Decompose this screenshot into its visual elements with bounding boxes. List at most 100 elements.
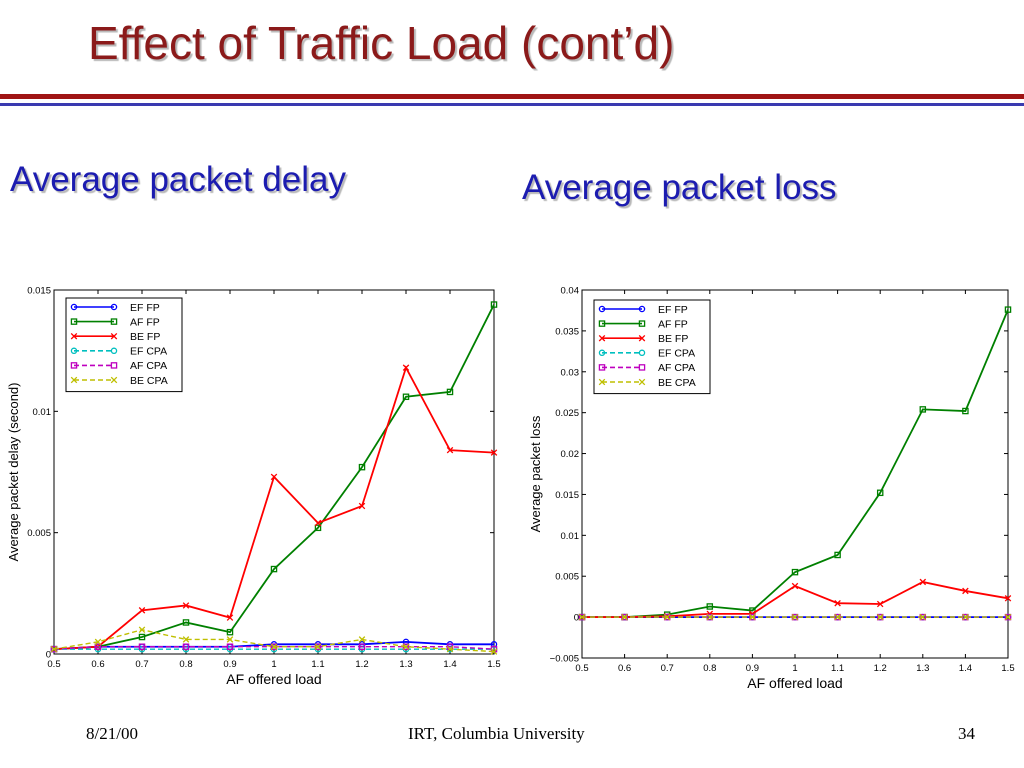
y-tick-label: −0.005 bbox=[550, 654, 579, 665]
legend-marker-ef-cpa bbox=[638, 349, 646, 357]
data-point-be-cpa bbox=[314, 643, 322, 650]
slide-title: Effect of Traffic Load (cont’d) bbox=[88, 17, 675, 69]
data-point-be-cpa bbox=[94, 638, 102, 646]
x-tick-label: 0.5 bbox=[575, 663, 588, 674]
series-be-cpa bbox=[578, 613, 1012, 621]
legend-marker-be-cpa bbox=[638, 378, 646, 386]
legend-label-af-fp: AF FP bbox=[658, 318, 688, 330]
legend-label-be-cpa: BE CPA bbox=[130, 375, 168, 387]
legend-marker-be-fp bbox=[70, 332, 78, 340]
legend-label-af-cpa: AF CPA bbox=[130, 360, 167, 372]
data-point-be-fp bbox=[226, 614, 234, 621]
legend-marker-ef-fp bbox=[70, 303, 78, 311]
legend-marker-be-cpa bbox=[110, 376, 118, 384]
series-be-cpa bbox=[50, 626, 498, 655]
data-point-be-cpa bbox=[876, 613, 884, 621]
delay-chart: 0.5 0.6 0.7 0.8 0.9 1 1.1 1.2 1.3 1.4 1.5 0 0.005 0.0… bbox=[6, 286, 501, 688]
data-point-be-cpa bbox=[50, 645, 58, 653]
legend-marker-ef-fp bbox=[598, 305, 606, 313]
loss-chart: 0.5 0.6 0.7 0.8 0.9 1 1.1 1.2 1.3 1.4 1.5 −0.005 0 0.… bbox=[528, 286, 1015, 692]
data-point-be-fp bbox=[919, 578, 927, 586]
data-point-be-cpa bbox=[138, 626, 146, 633]
x-tick-label: 1.3 bbox=[916, 663, 929, 674]
legend-marker-be-fp bbox=[110, 332, 118, 340]
data-point-be-cpa bbox=[919, 613, 927, 621]
x-tick-label: 1.2 bbox=[355, 659, 368, 670]
data-point-be-cpa bbox=[749, 613, 756, 621]
legend-marker-be-fp bbox=[638, 334, 646, 342]
legend-marker-be-cpa bbox=[70, 376, 78, 384]
data-point-be-fp bbox=[314, 519, 322, 527]
data-point-be-fp bbox=[876, 600, 884, 608]
legend-label-be-cpa: BE CPA bbox=[658, 377, 696, 389]
data-point-be-cpa bbox=[578, 613, 586, 621]
y-axis-label: Average packet delay (second) bbox=[6, 383, 21, 562]
legend-marker-af-cpa bbox=[598, 364, 606, 371]
legend-box bbox=[593, 299, 711, 395]
data-point-af-cpa bbox=[358, 643, 366, 650]
legend-marker-af-fp bbox=[638, 320, 646, 327]
legend: EF FP AF FP BE FP EF CPA AF CPA BE CPA bbox=[593, 299, 711, 395]
legend: EF FP AF FP BE FP EF CPA AF CPA BE CPA bbox=[65, 297, 183, 393]
legend-label-af-cpa: AF CPA bbox=[658, 362, 695, 374]
x-tick-label: 0.8 bbox=[179, 659, 192, 670]
legend-marker-be-cpa bbox=[598, 378, 606, 386]
y-tick-label: 0.015 bbox=[27, 286, 51, 297]
legend-marker-ef-cpa bbox=[70, 347, 78, 355]
legend-label-ef-fp: EF FP bbox=[658, 304, 688, 316]
legend-marker-ef-cpa bbox=[110, 347, 118, 355]
y-axis-label: Average packet loss bbox=[528, 415, 543, 532]
x-tick-label: 1.4 bbox=[443, 659, 456, 670]
data-point-af-fp bbox=[919, 406, 927, 413]
data-point-af-fp bbox=[182, 619, 190, 626]
y-tick-label: 0.035 bbox=[555, 326, 579, 337]
data-point-af-cpa bbox=[138, 643, 146, 650]
x-tick-label: 0.7 bbox=[661, 663, 674, 674]
data-point-be-fp bbox=[138, 607, 146, 614]
data-point-be-cpa bbox=[446, 645, 454, 653]
x-tick-label: 1.1 bbox=[311, 659, 324, 670]
data-point-be-fp bbox=[358, 502, 366, 510]
series-line-be-cpa bbox=[53, 629, 495, 653]
data-point-af-fp bbox=[226, 628, 234, 636]
data-point-be-cpa bbox=[182, 636, 190, 643]
legend-marker-af-fp bbox=[70, 318, 78, 325]
data-point-be-fp bbox=[1004, 595, 1012, 602]
data-point-be-cpa bbox=[490, 648, 498, 655]
data-point-af-fp bbox=[314, 524, 322, 532]
y-tick-label: 0.04 bbox=[561, 286, 580, 297]
x-tick-label: 0.9 bbox=[746, 663, 759, 674]
y-tick-label: 0 bbox=[46, 650, 51, 661]
title-rule-red bbox=[0, 94, 1024, 99]
legend-label-ef-cpa: EF CPA bbox=[658, 348, 695, 360]
data-point-af-fp bbox=[962, 407, 969, 415]
legend-label-ef-fp: EF FP bbox=[130, 302, 160, 314]
data-point-be-fp bbox=[791, 582, 799, 590]
data-point-be-cpa bbox=[226, 636, 234, 643]
x-tick-label: 0.5 bbox=[47, 659, 60, 670]
y-tick-label: 0.01 bbox=[33, 407, 52, 418]
data-point-af-fp bbox=[791, 568, 799, 576]
x-tick-label: 1.5 bbox=[1001, 663, 1014, 674]
data-point-af-fp bbox=[446, 388, 454, 396]
y-tick-label: 0.03 bbox=[561, 367, 580, 378]
y-tick-label: 0.015 bbox=[555, 490, 579, 501]
data-point-be-fp bbox=[182, 602, 190, 609]
data-point-be-cpa bbox=[621, 613, 628, 621]
footer-date: 8/21/00 bbox=[86, 724, 138, 743]
data-point-af-fp bbox=[402, 393, 410, 401]
data-point-be-cpa bbox=[834, 613, 841, 621]
x-tick-label: 1.1 bbox=[831, 663, 844, 674]
data-point-af-fp bbox=[834, 551, 841, 559]
legend-marker-ef-fp bbox=[638, 305, 646, 313]
legend-marker-be-fp bbox=[598, 334, 606, 342]
heading-average-packet-delay: Average packet delay bbox=[10, 160, 346, 199]
x-tick-label: 0.6 bbox=[91, 659, 104, 670]
legend-label-ef-cpa: EF CPA bbox=[130, 346, 167, 358]
data-point-be-cpa bbox=[706, 613, 714, 621]
data-point-af-fp bbox=[706, 603, 714, 610]
data-point-af-fp bbox=[138, 633, 146, 641]
legend-label-be-fp: BE FP bbox=[130, 331, 160, 343]
data-point-be-fp bbox=[446, 446, 454, 454]
legend-marker-af-cpa bbox=[70, 362, 78, 369]
